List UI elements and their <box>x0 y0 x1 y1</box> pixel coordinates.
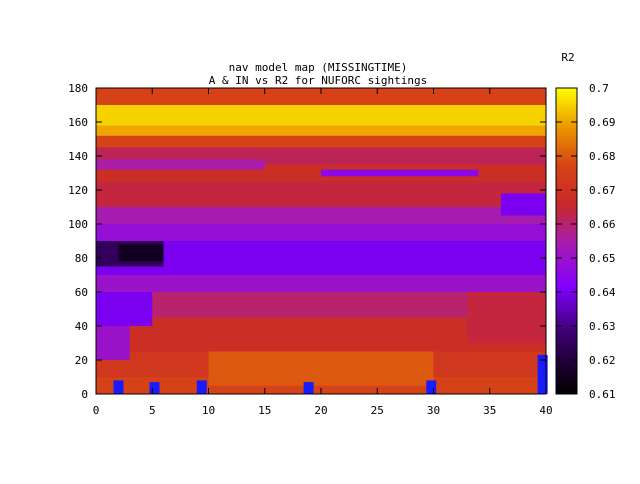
marker-bar-4 <box>426 380 437 394</box>
heat-band-6 <box>96 224 546 241</box>
marker-bar-3 <box>303 382 314 394</box>
y-tick-label-2: 40 <box>75 320 88 333</box>
colorbar-axis: 0.61 0.62 0.63 0.64 0.65 0.66 0.67 0.68 0.69 0.7 <box>556 82 616 401</box>
heat-band-11 <box>96 135 546 148</box>
x-tick-label-7: 35 <box>483 404 496 417</box>
heat-band-12 <box>96 125 546 136</box>
cbar-tick-label-0: 0.61 <box>589 388 616 401</box>
x-tick-label-0: 0 <box>93 404 100 417</box>
heat-patch-8 <box>208 351 434 386</box>
x-axis: 0 5 10 15 20 25 30 35 40 <box>93 88 553 417</box>
cbar-tick-label-4: 0.65 <box>589 252 616 265</box>
heat-band-4 <box>96 275 546 292</box>
x-tick-label-5: 25 <box>371 404 384 417</box>
heat-patch-7 <box>467 292 546 343</box>
cbar-tick-label-9: 0.7 <box>589 82 609 95</box>
y-tick-label-1: 20 <box>75 354 88 367</box>
heatmap-area <box>96 88 546 394</box>
colorbar <box>555 87 578 395</box>
y-tick-label-0: 0 <box>81 388 88 401</box>
cbar-tick-label-2: 0.63 <box>589 320 616 333</box>
marker-bar-1 <box>149 382 160 394</box>
x-tick-label-3: 15 <box>258 404 271 417</box>
heat-band-5 <box>96 241 546 275</box>
cbar-tick-label-7: 0.68 <box>589 150 616 163</box>
marker-bar-2 <box>196 380 207 394</box>
marker-layer <box>113 354 548 394</box>
heat-band-7 <box>96 207 546 224</box>
cbar-tick-label-5: 0.66 <box>589 218 616 231</box>
marker-bar-5 <box>537 354 548 394</box>
y-tick-label-3: 60 <box>75 286 88 299</box>
y-tick-label-6: 120 <box>68 184 88 197</box>
heat-patch-6 <box>501 193 546 216</box>
cbar-tick-label-3: 0.64 <box>589 286 616 299</box>
heat-band-8 <box>96 181 546 207</box>
heat-patch-1 <box>118 244 164 262</box>
y-tick-label-7: 140 <box>68 150 88 163</box>
colorbar-label: R2 <box>561 51 574 64</box>
y-axis: 0 20 40 60 80 100 120 140 160 180 <box>68 82 546 401</box>
y-tick-label-5: 100 <box>68 218 88 231</box>
heat-band-13 <box>96 105 546 126</box>
x-tick-label-4: 20 <box>314 404 327 417</box>
cbar-tick-label-6: 0.67 <box>589 184 616 197</box>
y-tick-label-4: 80 <box>75 252 88 265</box>
heat-patch-4 <box>321 169 479 177</box>
x-tick-label-8: 40 <box>539 404 552 417</box>
y-tick-label-8: 160 <box>68 116 88 129</box>
heat-patch-5 <box>96 159 265 170</box>
marker-bar-0 <box>113 380 124 394</box>
heat-patch-2 <box>96 292 153 326</box>
cbar-tick-label-8: 0.69 <box>589 116 616 129</box>
heat-patch-3 <box>96 326 130 360</box>
y-tick-label-9: 180 <box>68 82 88 95</box>
cbar-tick-label-1: 0.62 <box>589 354 616 367</box>
x-tick-label-6: 30 <box>427 404 440 417</box>
chart-title-line1: nav model map (MISSINGTIME) <box>229 61 408 74</box>
x-tick-label-2: 10 <box>202 404 215 417</box>
chart-title-line2: A & IN vs R2 for NUFORC sightings <box>209 74 428 87</box>
x-tick-label-1: 5 <box>149 404 156 417</box>
